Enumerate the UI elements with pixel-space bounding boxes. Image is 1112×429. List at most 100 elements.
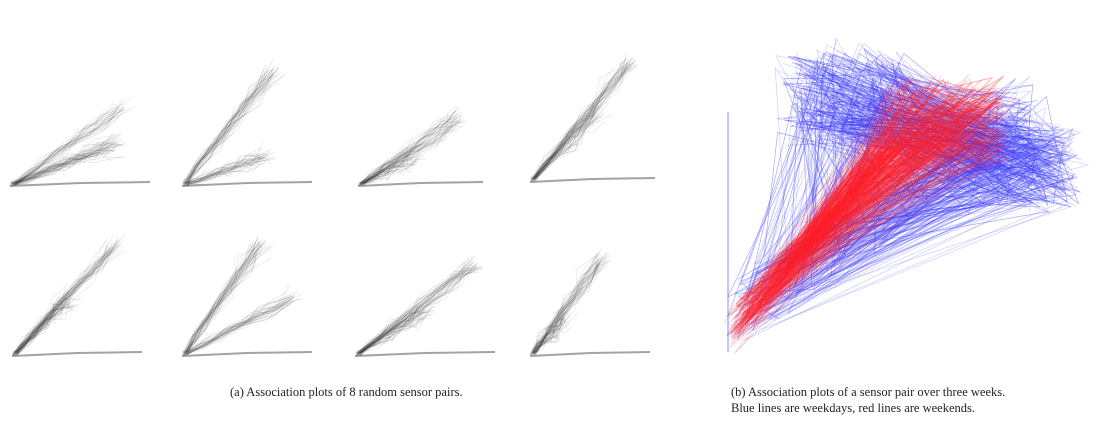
trace-line xyxy=(766,73,987,304)
trace-line xyxy=(778,84,958,277)
trace-line xyxy=(750,80,985,304)
trace-line xyxy=(530,258,606,355)
trace-line xyxy=(752,71,985,332)
trace-line xyxy=(356,271,465,354)
trace-line xyxy=(9,110,117,184)
trace-line xyxy=(360,150,424,183)
trace-line xyxy=(734,83,1068,294)
trace-line xyxy=(531,52,628,181)
trace-line xyxy=(820,54,1047,201)
trace-line xyxy=(14,250,126,356)
trace-line xyxy=(735,103,961,316)
trace-line xyxy=(746,87,1064,318)
trace-line xyxy=(736,91,954,340)
trace-line xyxy=(186,291,295,353)
trace-line xyxy=(532,57,627,182)
trace-line xyxy=(356,265,482,354)
trace-line xyxy=(13,306,77,355)
trace-line xyxy=(535,261,596,356)
trace-line xyxy=(858,84,1074,191)
trace-line xyxy=(739,65,1048,286)
trace-line xyxy=(363,148,413,184)
trace-line xyxy=(735,93,1003,332)
trace-line xyxy=(12,243,122,354)
trace-line xyxy=(17,251,110,355)
trace-line xyxy=(355,309,435,353)
trace-line xyxy=(746,105,1078,326)
trace-line xyxy=(532,252,599,356)
trace-line xyxy=(16,244,120,353)
trace-line xyxy=(355,266,474,355)
trace-line xyxy=(15,109,124,184)
trace-line xyxy=(360,154,422,184)
trace-line xyxy=(766,127,1004,275)
trace-line xyxy=(12,298,68,356)
trace-line xyxy=(534,253,609,356)
trace-line xyxy=(730,76,1003,345)
trace-line xyxy=(359,310,425,354)
trace-line xyxy=(185,300,296,356)
trace-line xyxy=(782,82,1064,205)
trace-line xyxy=(783,85,1004,274)
trace-line xyxy=(186,74,273,183)
trace-line xyxy=(16,247,114,354)
trace-line xyxy=(764,92,1053,312)
trace-line xyxy=(184,251,257,354)
trace-line xyxy=(790,62,1041,289)
trace-line xyxy=(804,97,1000,251)
trace-line xyxy=(16,242,109,354)
trace-line xyxy=(187,154,261,183)
trace-line xyxy=(533,318,564,355)
trace-line xyxy=(358,266,476,355)
trace-line xyxy=(11,246,113,357)
trace-line xyxy=(183,295,295,354)
trace-line xyxy=(811,67,1021,203)
trace-line xyxy=(12,102,128,184)
trace-line xyxy=(359,114,463,186)
trace-line xyxy=(10,141,115,185)
trace-line xyxy=(358,162,413,186)
trace-line xyxy=(10,143,118,185)
trace-line xyxy=(788,89,1071,268)
trace-line xyxy=(733,74,999,319)
trace-line xyxy=(752,71,1009,332)
trace-line xyxy=(812,59,1017,253)
trace-line xyxy=(730,116,997,341)
trace-line xyxy=(360,115,458,186)
trace-line xyxy=(532,311,567,354)
trace-line xyxy=(803,63,1066,191)
trace-line xyxy=(751,128,896,302)
trace-line xyxy=(9,108,121,184)
trace-line xyxy=(363,113,458,187)
trace-line xyxy=(811,100,1049,281)
trace-line xyxy=(12,298,65,355)
trace-line xyxy=(13,250,114,354)
trace-line xyxy=(532,104,598,182)
trace-line xyxy=(742,75,1005,326)
trace-line xyxy=(533,62,623,179)
trace-line xyxy=(10,141,110,186)
trace-line xyxy=(359,311,425,356)
trace-line xyxy=(17,309,63,354)
trace-line xyxy=(184,243,261,355)
trace-line xyxy=(15,239,119,356)
trace-line xyxy=(16,305,80,356)
trace-line xyxy=(529,261,609,356)
trace-line xyxy=(182,142,264,186)
trace-line xyxy=(875,76,1072,202)
trace-line xyxy=(743,72,1056,283)
trace-line xyxy=(534,64,638,181)
trace-line xyxy=(534,312,561,355)
trace-line xyxy=(184,72,275,184)
trace-line xyxy=(726,83,944,354)
trace-line xyxy=(737,83,945,339)
trace-line xyxy=(809,63,1068,233)
trace-line xyxy=(800,85,976,277)
trace-line xyxy=(358,147,409,186)
trace-line xyxy=(359,261,465,354)
trace-line xyxy=(822,52,1041,202)
trace-line xyxy=(359,263,479,355)
trace-line xyxy=(361,117,458,186)
trace-line xyxy=(535,65,625,182)
trace-line xyxy=(534,102,610,180)
